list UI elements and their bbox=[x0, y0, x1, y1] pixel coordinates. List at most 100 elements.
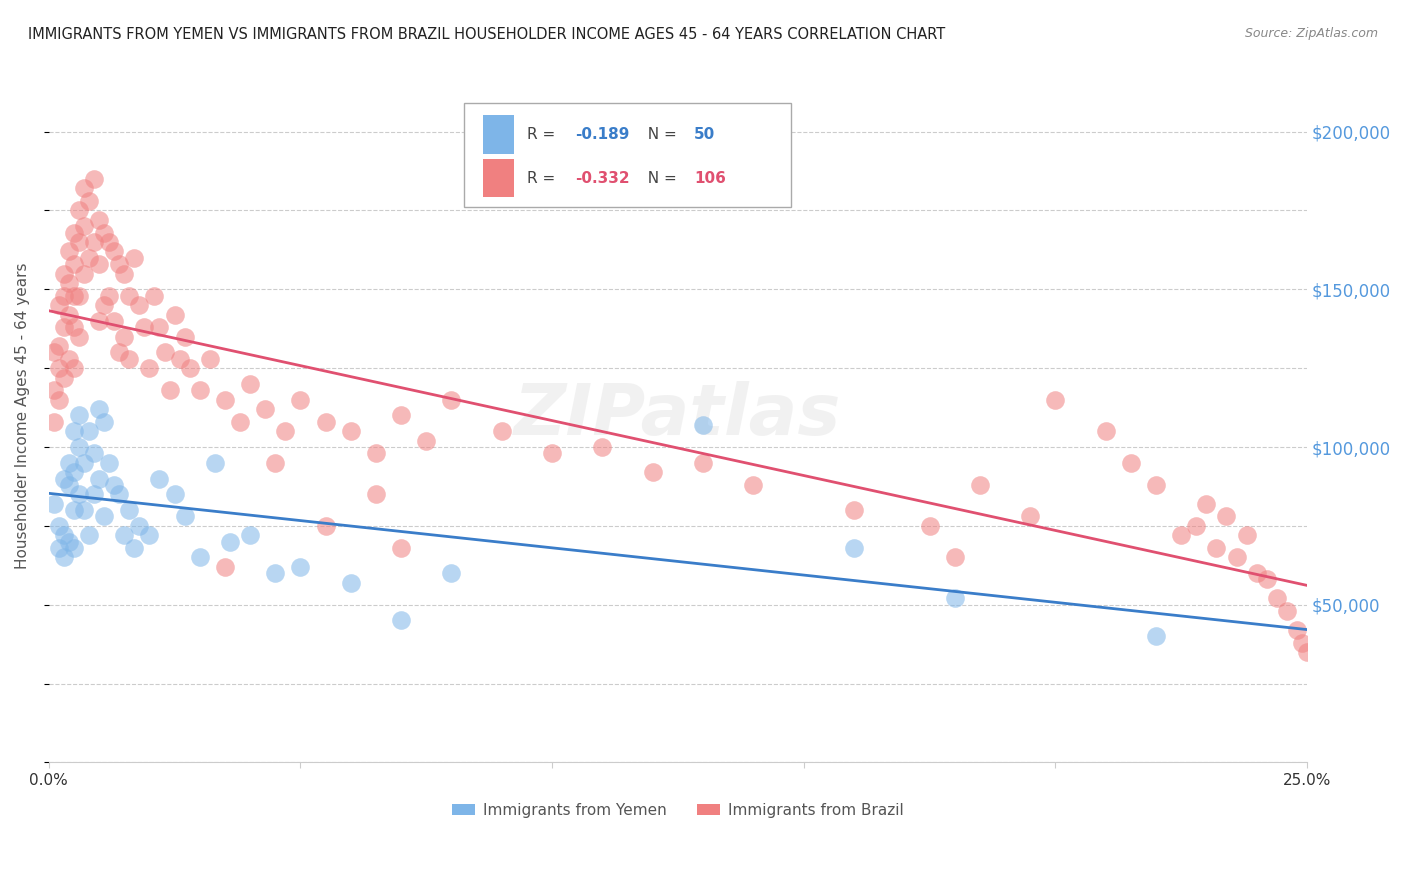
Text: ZIPatlas: ZIPatlas bbox=[515, 381, 842, 450]
Point bbox=[87, 472, 110, 486]
Point bbox=[63, 361, 86, 376]
Point bbox=[48, 298, 70, 312]
Point bbox=[1285, 623, 1308, 637]
Point bbox=[112, 528, 135, 542]
Point bbox=[87, 213, 110, 227]
Point bbox=[1296, 645, 1319, 659]
Point bbox=[1119, 456, 1142, 470]
Point bbox=[239, 528, 262, 542]
Point bbox=[42, 415, 65, 429]
Point bbox=[440, 566, 463, 581]
Point bbox=[63, 320, 86, 334]
Point bbox=[179, 361, 201, 376]
Point bbox=[173, 509, 195, 524]
Point bbox=[692, 456, 714, 470]
Point bbox=[188, 383, 211, 397]
Point bbox=[93, 226, 115, 240]
Point bbox=[108, 257, 131, 271]
Point bbox=[73, 219, 96, 234]
Point bbox=[742, 478, 765, 492]
Point bbox=[98, 456, 121, 470]
Point bbox=[1195, 497, 1218, 511]
Point bbox=[1144, 629, 1167, 643]
Point bbox=[239, 376, 262, 391]
Point bbox=[198, 351, 221, 366]
Point bbox=[87, 402, 110, 417]
Point bbox=[389, 409, 412, 423]
Point bbox=[1094, 424, 1116, 438]
Point bbox=[315, 519, 337, 533]
Point bbox=[1170, 528, 1192, 542]
Point bbox=[1275, 604, 1298, 618]
Point bbox=[58, 456, 80, 470]
Point bbox=[73, 267, 96, 281]
Point bbox=[93, 509, 115, 524]
Point bbox=[63, 465, 86, 479]
Point bbox=[918, 519, 941, 533]
Point bbox=[48, 519, 70, 533]
Point bbox=[290, 392, 312, 407]
Point bbox=[58, 534, 80, 549]
Point bbox=[67, 487, 90, 501]
Point bbox=[364, 446, 387, 460]
Point bbox=[1205, 541, 1227, 555]
Point bbox=[692, 417, 714, 432]
Point bbox=[339, 424, 361, 438]
FancyBboxPatch shape bbox=[482, 159, 515, 197]
Point bbox=[73, 456, 96, 470]
Point bbox=[73, 503, 96, 517]
Point bbox=[264, 456, 287, 470]
Text: Source: ZipAtlas.com: Source: ZipAtlas.com bbox=[1244, 27, 1378, 40]
Legend: Immigrants from Yemen, Immigrants from Brazil: Immigrants from Yemen, Immigrants from B… bbox=[446, 797, 910, 824]
Point bbox=[87, 314, 110, 328]
Point bbox=[108, 345, 131, 359]
Point bbox=[290, 560, 312, 574]
Point bbox=[274, 424, 297, 438]
Point bbox=[163, 308, 186, 322]
Point bbox=[52, 267, 75, 281]
Point bbox=[254, 402, 277, 417]
Point bbox=[67, 203, 90, 218]
Text: N =: N = bbox=[637, 170, 682, 186]
FancyBboxPatch shape bbox=[464, 103, 792, 207]
Point bbox=[1144, 478, 1167, 492]
Point bbox=[83, 235, 105, 249]
Point bbox=[641, 465, 664, 479]
Point bbox=[93, 415, 115, 429]
Point bbox=[103, 244, 125, 259]
Point bbox=[229, 415, 252, 429]
Point bbox=[1215, 509, 1237, 524]
Point bbox=[389, 541, 412, 555]
Point bbox=[134, 320, 156, 334]
Point bbox=[67, 409, 90, 423]
Point bbox=[67, 329, 90, 343]
Point bbox=[103, 314, 125, 328]
Point bbox=[1185, 519, 1208, 533]
Text: N =: N = bbox=[637, 127, 682, 142]
Point bbox=[83, 487, 105, 501]
Point bbox=[63, 288, 86, 302]
Point bbox=[124, 541, 146, 555]
Point bbox=[1045, 392, 1067, 407]
Point bbox=[67, 440, 90, 454]
Point bbox=[48, 392, 70, 407]
Point bbox=[98, 288, 121, 302]
Point bbox=[969, 478, 991, 492]
Point bbox=[87, 257, 110, 271]
Point bbox=[491, 424, 513, 438]
Point bbox=[138, 361, 160, 376]
Point bbox=[159, 383, 181, 397]
Point bbox=[1225, 550, 1247, 565]
Point bbox=[112, 329, 135, 343]
Point bbox=[219, 534, 242, 549]
Point bbox=[943, 550, 966, 565]
Point bbox=[42, 345, 65, 359]
Point bbox=[83, 446, 105, 460]
Point bbox=[48, 541, 70, 555]
Point bbox=[842, 503, 865, 517]
Point bbox=[264, 566, 287, 581]
Y-axis label: Householder Income Ages 45 - 64 years: Householder Income Ages 45 - 64 years bbox=[15, 262, 30, 569]
Point bbox=[128, 519, 150, 533]
Point bbox=[440, 392, 463, 407]
Point bbox=[118, 351, 141, 366]
